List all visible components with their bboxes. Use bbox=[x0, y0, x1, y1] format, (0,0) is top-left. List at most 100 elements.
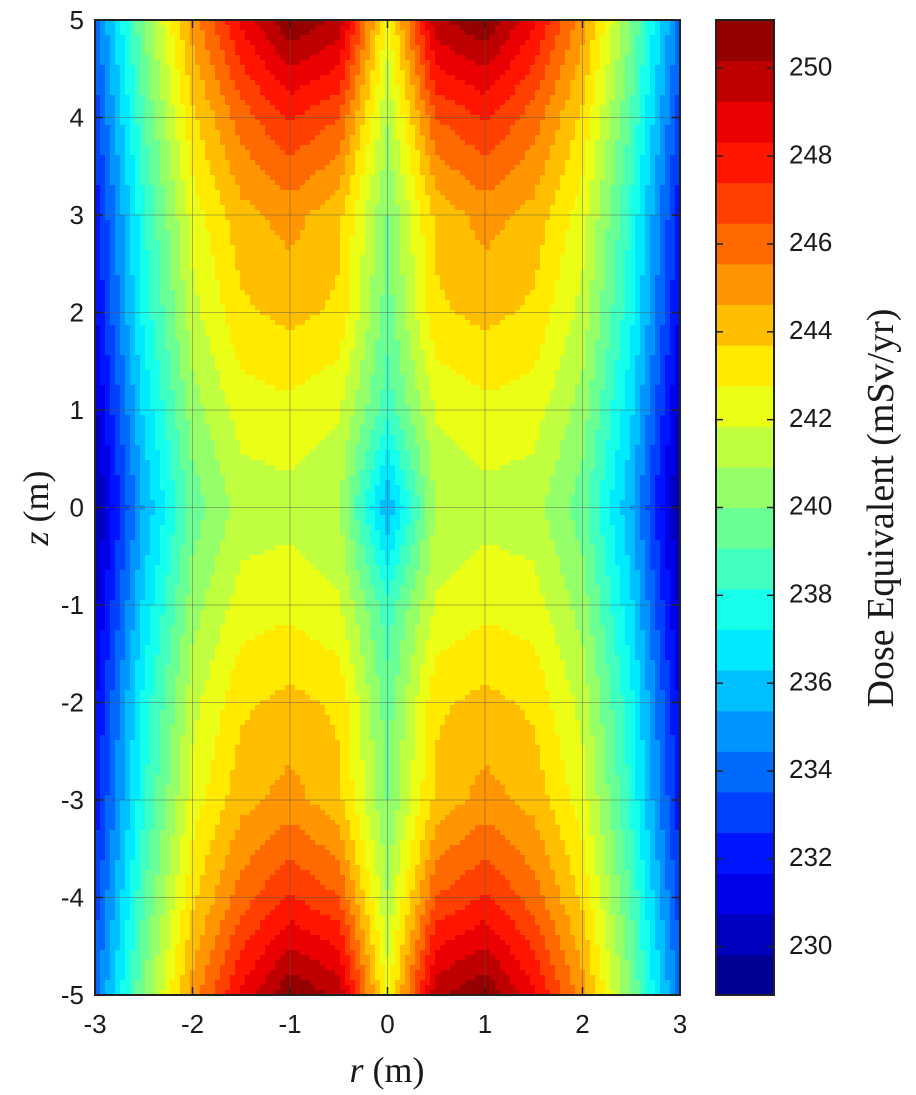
contour-cell bbox=[140, 315, 146, 321]
contour-cell bbox=[180, 465, 186, 471]
contour-cell bbox=[215, 790, 221, 796]
contour-cell bbox=[105, 880, 111, 886]
contour-cell bbox=[170, 690, 176, 696]
contour-cell bbox=[200, 595, 206, 601]
contour-cell bbox=[205, 920, 211, 926]
contour-cell bbox=[125, 880, 131, 886]
contour-cell bbox=[130, 255, 136, 261]
contour-cell bbox=[175, 25, 181, 31]
contour-cell bbox=[185, 465, 191, 471]
contour-cell bbox=[95, 405, 101, 411]
contour-cell bbox=[110, 725, 116, 731]
contour-cell bbox=[105, 400, 111, 406]
contour-cell bbox=[100, 885, 106, 891]
contour-cell bbox=[115, 445, 121, 451]
contour-cell bbox=[115, 620, 121, 626]
contour-cell bbox=[185, 365, 191, 371]
contour-cell bbox=[155, 265, 161, 271]
contour-cell bbox=[130, 415, 136, 421]
contour-cell bbox=[95, 960, 101, 966]
contour-cell bbox=[160, 660, 166, 666]
contour-cell bbox=[115, 215, 121, 221]
contour-cell bbox=[215, 940, 221, 946]
contour-cell bbox=[145, 555, 151, 561]
contour-cell bbox=[175, 160, 181, 166]
contour-cell bbox=[200, 155, 206, 161]
contour-cell bbox=[155, 930, 161, 936]
contour-cell bbox=[205, 90, 211, 96]
contour-cell bbox=[165, 125, 171, 131]
contour-cell bbox=[110, 985, 116, 991]
contour-cell bbox=[95, 530, 101, 536]
contour-cell bbox=[145, 580, 151, 586]
contour-cell bbox=[170, 635, 176, 641]
contour-cell bbox=[195, 30, 201, 36]
contour-cell bbox=[205, 980, 211, 986]
contour-cell bbox=[170, 545, 176, 551]
contour-cell bbox=[95, 575, 101, 581]
contour-cell bbox=[160, 160, 166, 166]
contour-cell bbox=[165, 835, 171, 841]
contour-cell bbox=[165, 765, 171, 771]
contour-cell bbox=[105, 370, 111, 376]
contour-cell bbox=[155, 360, 161, 366]
contour-cell bbox=[155, 765, 161, 771]
contour-cell bbox=[135, 640, 141, 646]
contour-cell bbox=[155, 345, 161, 351]
contour-cell bbox=[135, 405, 141, 411]
contour-cell bbox=[190, 350, 196, 356]
contour-cell bbox=[105, 235, 111, 241]
contour-cell bbox=[200, 955, 206, 961]
contour-cell bbox=[105, 675, 111, 681]
contour-cell bbox=[215, 215, 221, 221]
contour-cell bbox=[160, 165, 166, 171]
contour-cell bbox=[195, 815, 201, 821]
contour-cell bbox=[95, 800, 101, 806]
contour-cell bbox=[125, 105, 131, 111]
contour-cell bbox=[145, 440, 151, 446]
contour-cell bbox=[150, 440, 156, 446]
contour-cell bbox=[115, 440, 121, 446]
contour-cell bbox=[190, 710, 196, 716]
contour-cell bbox=[200, 750, 206, 756]
contour-cell bbox=[100, 350, 106, 356]
contour-cell bbox=[95, 560, 101, 566]
contour-cell bbox=[115, 370, 121, 376]
contour-cell bbox=[150, 50, 156, 56]
contour-cell bbox=[190, 100, 196, 106]
contour-cell bbox=[110, 580, 116, 586]
contour-cell bbox=[135, 130, 141, 136]
contour-cell bbox=[205, 655, 211, 661]
contour-cell bbox=[215, 980, 221, 986]
contour-cell bbox=[220, 65, 226, 71]
contour-cell bbox=[170, 640, 176, 646]
contour-cell bbox=[210, 530, 216, 536]
contour-cell bbox=[170, 790, 176, 796]
contour-cell bbox=[115, 855, 121, 861]
contour-cell bbox=[160, 175, 166, 181]
contour-cell bbox=[205, 85, 211, 91]
contour-cell bbox=[190, 125, 196, 131]
contour-cell bbox=[170, 585, 176, 591]
contour-cell bbox=[180, 680, 186, 686]
contour-cell bbox=[125, 315, 131, 321]
contour-cell bbox=[175, 765, 181, 771]
contour-cell bbox=[175, 230, 181, 236]
contour-cell bbox=[165, 770, 171, 776]
contour-cell bbox=[145, 780, 151, 786]
contour-cell bbox=[145, 135, 151, 141]
contour-cell bbox=[140, 880, 146, 886]
contour-cell bbox=[105, 830, 111, 836]
contour-cell bbox=[125, 665, 131, 671]
contour-cell bbox=[105, 610, 111, 616]
contour-cell bbox=[110, 550, 116, 556]
contour-cell bbox=[125, 530, 131, 536]
contour-cell bbox=[150, 380, 156, 386]
contour-cell bbox=[125, 940, 131, 946]
contour-cell bbox=[105, 385, 111, 391]
contour-cell bbox=[185, 580, 191, 586]
contour-cell bbox=[110, 905, 116, 911]
contour-cell bbox=[205, 400, 211, 406]
contour-cell bbox=[130, 175, 136, 181]
contour-cell bbox=[160, 915, 166, 921]
